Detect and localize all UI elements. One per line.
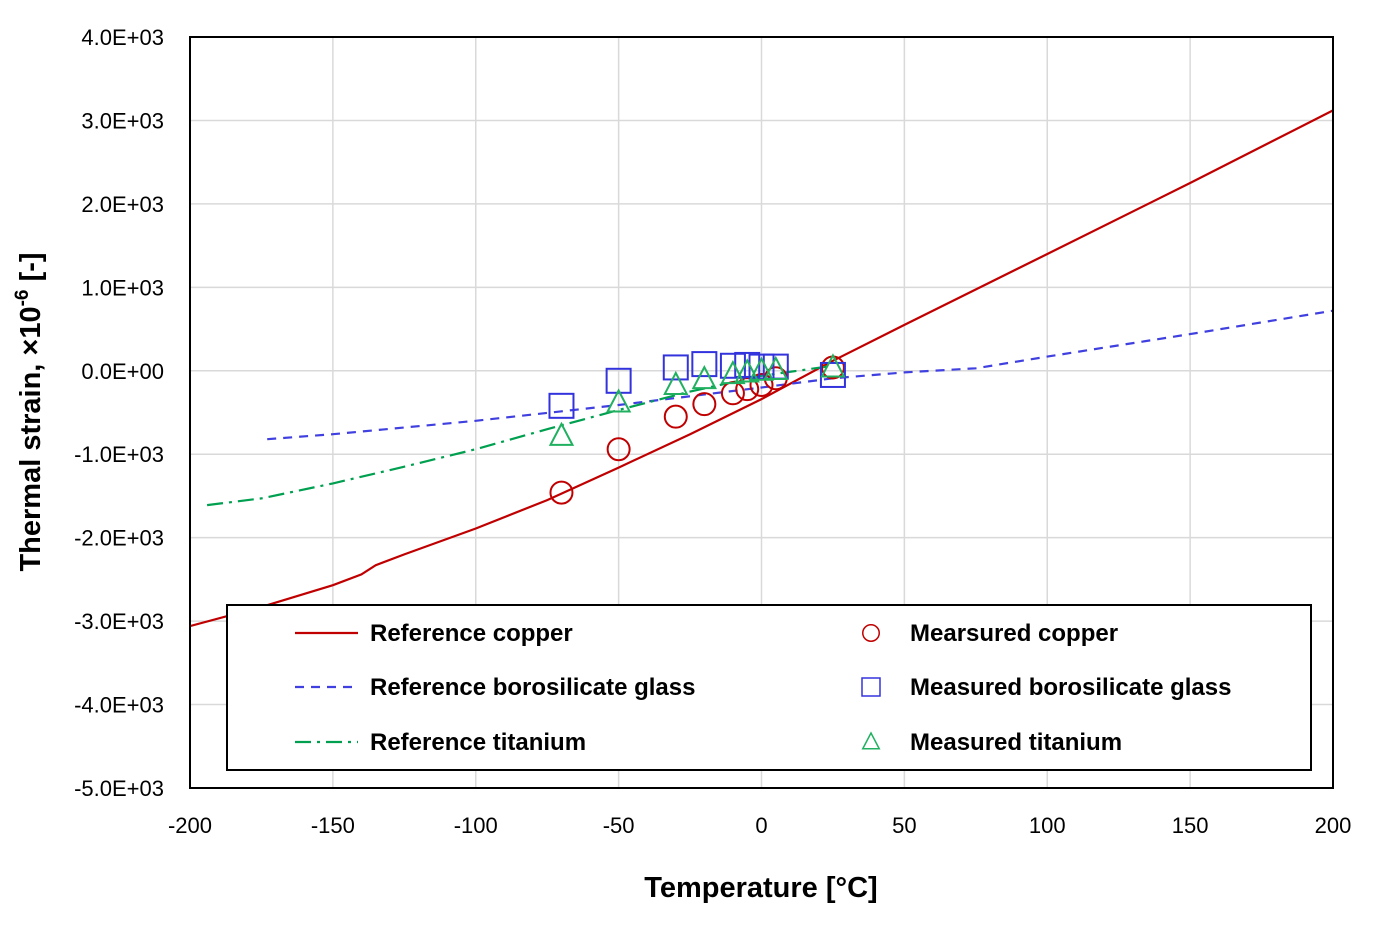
x-tick-label: -50 <box>603 813 635 838</box>
y-axis-title-exponent: -6 <box>12 289 33 306</box>
x-tick-label: -100 <box>454 813 498 838</box>
data-point-mearsured-copper <box>692 392 717 417</box>
data-point-mearsured-copper <box>549 480 574 505</box>
y-axis-title: Thermal strain, ×10-6 [-] <box>12 252 47 571</box>
x-tick-label: -150 <box>311 813 355 838</box>
data-point-measured-titanium <box>748 356 775 381</box>
y-tick-label: -1.0E+03 <box>74 442 164 467</box>
x-axis-title: Temperature [°C] <box>644 872 877 904</box>
legend-label: Reference copper <box>370 620 573 647</box>
data-point-measured-titanium <box>663 370 689 395</box>
y-tick-label: 4.0E+03 <box>81 25 164 50</box>
legend: Reference copper Reference borosilicate g… <box>226 604 1312 771</box>
data-point-mearsured-copper <box>663 404 688 429</box>
y-axis-title-unit: [-] <box>15 252 47 289</box>
y-tick-label: -2.0E+03 <box>74 526 164 551</box>
data-point-mearsured-copper <box>749 372 774 397</box>
legend-label: Mearsured copper <box>910 620 1118 647</box>
y-tick-label: 0.0E+00 <box>81 359 164 384</box>
legend-swatch-marker <box>862 624 880 642</box>
y-tick-label: 2.0E+03 <box>81 192 164 217</box>
y-axis-title-main: Thermal strain, ×10 <box>15 306 47 571</box>
x-tick-label: -200 <box>168 813 212 838</box>
legend-marker-square <box>861 677 881 697</box>
legend-marker-triangle <box>861 731 881 750</box>
x-tick-label: 100 <box>1029 813 1066 838</box>
y-tick-label: 3.0E+03 <box>81 108 164 133</box>
y-tick-label: -4.0E+03 <box>74 693 164 718</box>
x-tick-label: 50 <box>892 813 916 838</box>
series-line-reference-copper <box>190 109 1333 628</box>
tick-labels: -200 -150 -100 -50 0 50 100 150 200 4.0E+03 3.0E+0… <box>74 25 1351 838</box>
legend-label: Reference titanium <box>370 729 586 756</box>
legend-box <box>226 604 1312 771</box>
legend-swatch-marker <box>861 731 881 750</box>
data-point-measured-borosilicate-glass <box>662 354 689 381</box>
legend-label: Measured borosilicate glass <box>910 674 1231 701</box>
data-point-measured-borosilicate-glass <box>605 367 632 394</box>
x-tick-label: 200 <box>1315 813 1352 838</box>
data-point-measured-titanium <box>763 355 789 380</box>
data-point-measured-titanium <box>820 353 846 378</box>
data-point-measured-titanium <box>720 359 746 385</box>
data-point-measured-titanium <box>548 421 575 446</box>
plot-area-border <box>189 36 1334 789</box>
y-tick-label: -5.0E+03 <box>74 776 164 801</box>
data-point-mearsured-copper <box>735 377 760 402</box>
y-tick-label: -3.0E+03 <box>74 609 164 634</box>
x-tick-label: 150 <box>1172 813 1209 838</box>
data-point-measured-titanium <box>734 358 760 383</box>
data-point-measured-titanium <box>691 364 718 390</box>
legend-marker-circle <box>862 624 880 642</box>
legend-label: Reference borosilicate glass <box>370 674 695 701</box>
data-point-measured-borosilicate-glass <box>691 351 718 378</box>
series-line-reference-borosilicate-glass <box>267 309 1333 441</box>
legend-label: Measured titanium <box>910 729 1122 756</box>
data-point-mearsured-copper <box>606 437 631 462</box>
x-tick-label: 0 <box>755 813 767 838</box>
data-point-measured-borosilicate-glass <box>819 361 846 388</box>
y-tick-label: 1.0E+03 <box>81 275 164 300</box>
data-point-measured-titanium <box>605 388 632 413</box>
series-layer <box>190 109 1333 628</box>
legend-swatch-marker <box>861 677 881 697</box>
data-point-measured-borosilicate-glass <box>548 392 575 419</box>
